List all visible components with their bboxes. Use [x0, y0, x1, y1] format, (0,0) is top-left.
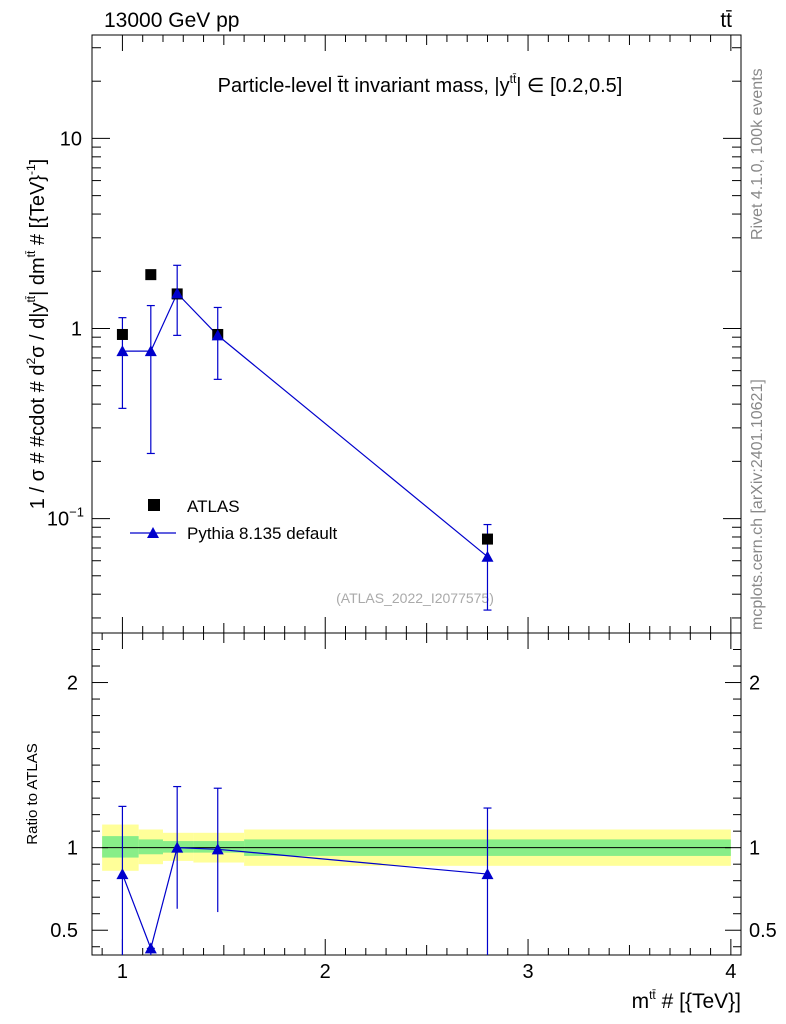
- atlas-point: [145, 269, 157, 281]
- main-title: Particle-level t̄t invariant mass, |ytt̄…: [218, 72, 623, 97]
- ratio-xtick-label: 3: [522, 961, 533, 983]
- ratio-xtick-label: 4: [725, 961, 736, 983]
- legend-atlas-marker: [148, 499, 160, 511]
- ratio-frame: [91, 632, 742, 956]
- ratio-ytick-label-right: 2: [749, 673, 760, 695]
- ratio-pythia-point: [211, 843, 224, 855]
- ratio-ytick-label-right: 1: [749, 838, 760, 860]
- pythia-point: [481, 550, 494, 562]
- ratio-ytick-label-right: 0.5: [749, 920, 777, 942]
- main-ylabel: 1 / σ # #cdot # d2σ / d|ytt̄| dmtt̄ # [{…: [24, 159, 49, 509]
- legend-atlas-label: ATLAS: [187, 497, 240, 516]
- ratio-xtick-label: 2: [320, 961, 331, 983]
- atlas-point: [116, 328, 128, 340]
- ratio-pythia-point: [144, 942, 157, 954]
- pythia-point: [144, 345, 157, 357]
- ratio-ytick-label-left: 1: [67, 838, 78, 860]
- legend-pythia-label: Pythia 8.135 default: [187, 524, 338, 543]
- ratio-band-inner: [138, 839, 163, 855]
- pythia-point: [116, 345, 129, 357]
- ratio-panel: 2 2 1 1 0.5 0.5 1 2 3 4 Ratio to ATLAS mtt̄ # [{T…: [24, 632, 777, 1013]
- process-label: tt̄: [720, 9, 732, 32]
- ratio-xtick-label: 1: [117, 961, 128, 983]
- main-panel: Particle-level t̄t invariant mass, |ytt̄…: [24, 34, 742, 634]
- main-ytick-label: 10: [60, 128, 82, 150]
- ratio-pythia-point: [116, 868, 129, 880]
- legend-pythia-marker: [147, 527, 159, 538]
- source-label: mcplots.cern.ch [arXiv:2401.10621]: [749, 379, 766, 630]
- main-ytick-label: 1: [71, 318, 82, 340]
- rivet-label: Rivet 4.1.0, 100k events: [749, 68, 766, 240]
- ratio-pythia-point: [171, 841, 184, 853]
- main-ytick-label: 10−1: [47, 505, 84, 531]
- ratio-ylabel: Ratio to ATLAS: [24, 743, 41, 844]
- pythia-point: [171, 287, 184, 299]
- atlas-point: [481, 533, 493, 545]
- pythia-point: [211, 329, 224, 341]
- legend: ATLAS Pythia 8.135 default: [130, 497, 338, 543]
- ratio-ytick-label-left: 2: [67, 673, 78, 695]
- watermark: (ATLAS_2022_I2077575): [336, 590, 494, 606]
- energy-label: 13000 GeV pp: [104, 9, 239, 32]
- ratio-pythia-point: [481, 868, 494, 880]
- ratio-xlabel: mtt̄ # [{TeV}]: [632, 988, 741, 1013]
- ratio-ytick-label-left: 0.5: [50, 920, 78, 942]
- ratio-band-inner: [102, 836, 139, 858]
- main-frame: [91, 34, 742, 634]
